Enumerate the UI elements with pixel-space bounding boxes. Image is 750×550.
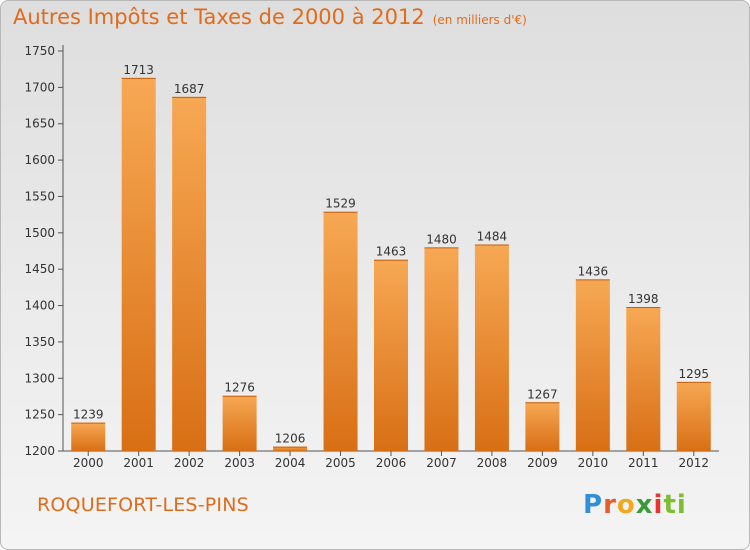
proxiti-logo: Proxiti [583, 490, 687, 520]
bar-2008 [474, 244, 509, 451]
x-tick-label: 2000 [73, 456, 104, 470]
y-tick-label: 1300 [24, 371, 55, 385]
value-label: 1206 [275, 432, 306, 446]
y-tick-label: 1200 [24, 444, 55, 458]
bar-2003 [222, 395, 257, 451]
y-tick-label: 1750 [24, 44, 55, 58]
chart-subtitle: (en milliers d'€) [432, 13, 527, 27]
y-tick-label: 1500 [24, 226, 55, 240]
x-tick-label: 2006 [376, 456, 407, 470]
town-name: ROQUEFORT-LES-PINS [37, 494, 249, 516]
y-tick-label: 1450 [24, 262, 55, 276]
bar-2000 [71, 422, 106, 451]
y-tick-label: 1400 [24, 299, 55, 313]
value-label: 1239 [73, 408, 104, 422]
bar-2006 [374, 259, 408, 451]
bar-2012 [676, 381, 711, 451]
value-label: 1687 [174, 82, 205, 96]
x-tick-label: 2007 [426, 456, 457, 470]
bar-2004 [273, 446, 308, 451]
value-label: 1713 [123, 63, 154, 77]
y-tick-label: 1600 [24, 153, 55, 167]
x-tick-label: 2003 [224, 456, 255, 470]
x-tick-label: 2004 [275, 456, 306, 470]
x-tick-label: 2005 [325, 456, 356, 470]
chart-title: Autres Impôts et Taxes de 2000 à 2012 (en… [13, 5, 527, 29]
bar-2011 [626, 307, 661, 451]
x-tick-label: 2011 [628, 456, 659, 470]
value-label: 1463 [376, 245, 407, 259]
value-label: 1436 [578, 264, 609, 278]
bar-2001 [121, 77, 156, 451]
bar-2009 [525, 402, 560, 451]
value-label: 1529 [325, 197, 356, 211]
y-tick-label: 1650 [24, 117, 55, 131]
bar-2002 [172, 96, 207, 452]
x-tick-label: 2009 [527, 456, 558, 470]
value-label: 1398 [628, 292, 659, 306]
value-label: 1480 [426, 232, 457, 246]
y-tick-label: 1700 [24, 80, 55, 94]
value-label: 1267 [527, 387, 558, 401]
bar-2005 [323, 211, 358, 451]
bar-2010 [575, 279, 610, 451]
x-tick-label: 2012 [678, 456, 709, 470]
x-tick-label: 2001 [123, 456, 154, 470]
value-label: 1295 [678, 367, 709, 381]
x-tick-label: 2008 [477, 456, 508, 470]
y-tick-label: 1250 [24, 408, 55, 422]
value-label: 1484 [477, 229, 508, 243]
y-tick-label: 1550 [24, 189, 55, 203]
x-tick-label: 2010 [578, 456, 609, 470]
bar-2007 [424, 247, 459, 451]
x-tick-label: 2002 [174, 456, 205, 470]
y-tick-label: 1350 [24, 335, 55, 349]
value-label: 1276 [224, 381, 255, 395]
